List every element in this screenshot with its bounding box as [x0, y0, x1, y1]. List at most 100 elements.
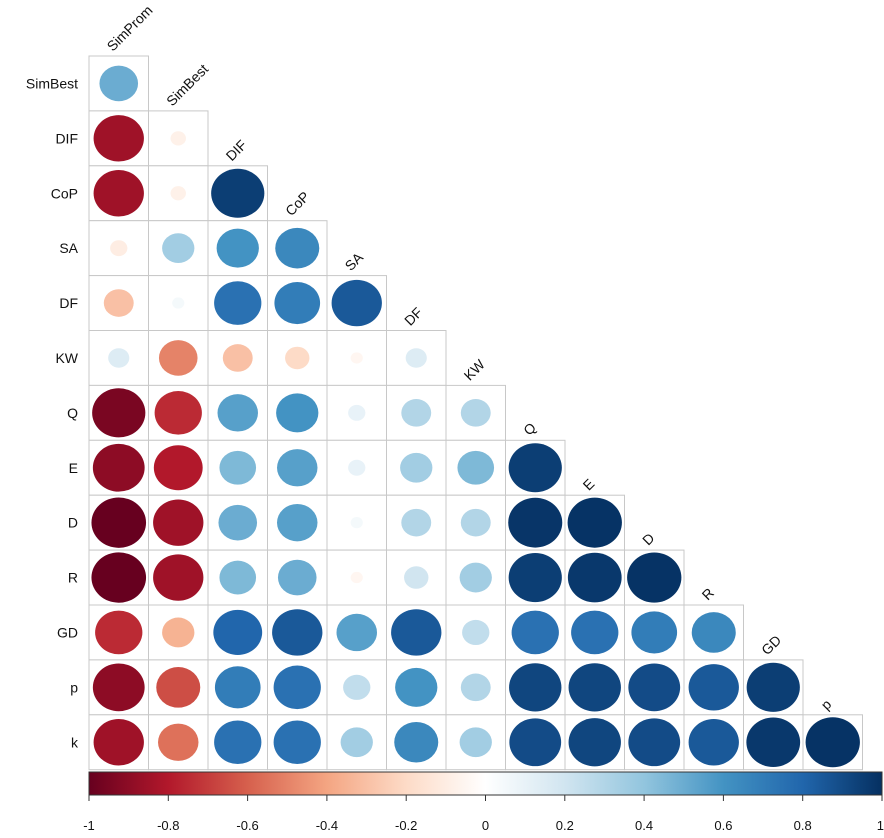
- colorbar-tick-label: 1: [877, 818, 884, 833]
- circle-k-simbest: [158, 723, 199, 761]
- circle-k-cop: [273, 720, 321, 765]
- column-label-p: p: [818, 696, 835, 713]
- circle-dif-simbest: [170, 131, 186, 146]
- cell-sa-simbest: [148, 220, 209, 277]
- row-label-simbest: SimBest: [26, 75, 78, 91]
- circle-gd-df: [391, 609, 442, 656]
- circle-e-q: [508, 443, 562, 493]
- column-label-d: D: [639, 530, 657, 548]
- circle-k-e: [568, 718, 621, 767]
- circle-e-simbest: [153, 445, 203, 491]
- column-label-gd: GD: [758, 632, 784, 658]
- circle-simbest-simprom: [99, 65, 139, 102]
- circle-gd-dif: [213, 609, 263, 655]
- circle-gd-q: [511, 610, 559, 655]
- circle-q-sa: [348, 404, 366, 421]
- circle-k-kw: [459, 727, 492, 758]
- circle-d-q: [508, 497, 563, 548]
- colorbar-tick-label: 0: [482, 818, 489, 833]
- circle-kw-cop: [285, 346, 310, 370]
- circle-k-q: [509, 718, 562, 767]
- colorbar-gradient: [88, 771, 883, 796]
- circle-p-d: [628, 663, 681, 712]
- circle-k-r: [688, 719, 739, 766]
- circle-df-sa: [331, 279, 382, 327]
- circle-p-cop: [273, 665, 321, 710]
- circle-r-simbest: [153, 554, 204, 601]
- colorbar-tick-label: -0.8: [157, 818, 179, 833]
- circle-e-cop: [277, 449, 318, 487]
- cell-d-dif: [207, 494, 268, 551]
- circle-q-kw: [460, 399, 491, 427]
- circle-k-dif: [214, 720, 262, 765]
- row-label-e: E: [69, 460, 78, 476]
- circle-kw-simbest: [158, 340, 198, 376]
- circle-dif-simprom: [93, 115, 144, 162]
- circle-cop-dif: [211, 168, 265, 218]
- circle-df-cop: [274, 281, 321, 325]
- column-label-sa: SA: [342, 249, 367, 274]
- circle-d-kw: [460, 508, 491, 537]
- circle-k-gd: [746, 717, 801, 768]
- circle-kw-sa: [350, 352, 363, 364]
- circle-d-sa: [350, 517, 363, 529]
- circle-r-d: [627, 552, 682, 603]
- circle-p-sa: [343, 674, 371, 700]
- circle-d-df: [401, 508, 432, 537]
- circle-p-kw: [460, 673, 491, 702]
- circle-q-cop: [276, 393, 319, 433]
- row-label-dif: DIF: [55, 130, 78, 146]
- column-label-simprom: SimProm: [104, 2, 156, 54]
- circle-e-df: [400, 452, 433, 483]
- circle-r-cop: [277, 559, 317, 596]
- circle-r-sa: [350, 571, 363, 584]
- column-label-simbest: SimBest: [163, 61, 211, 109]
- circle-df-dif: [214, 281, 262, 325]
- circle-gd-e: [571, 610, 619, 655]
- colorbar-tick-label: 0.6: [714, 818, 732, 833]
- circle-q-dif: [217, 394, 258, 432]
- column-label-kw: KW: [461, 356, 489, 384]
- column-label-df: DF: [401, 304, 426, 329]
- colorbar-tick-label: -0.2: [395, 818, 417, 833]
- circle-kw-dif: [222, 344, 253, 372]
- circle-r-e: [567, 552, 622, 603]
- circle-r-simprom: [91, 552, 147, 603]
- circle-k-p: [805, 717, 860, 768]
- circle-k-simprom: [93, 719, 144, 766]
- colorbar-ticks: -1 -0.8 -0.6 -0.4 -0.2 0 0.2 0.4 0.6 0.8 1: [83, 795, 884, 833]
- circle-cop-simbest: [170, 186, 186, 201]
- colorbar: -1 -0.8 -0.6 -0.4 -0.2 0 0.2 0.4 0.6 0.8 1: [83, 771, 884, 833]
- circle-e-sa: [348, 459, 366, 476]
- circle-p-e: [568, 663, 621, 712]
- circle-d-simbest: [153, 499, 204, 546]
- circle-sa-simbest: [162, 233, 195, 264]
- circle-d-simprom: [91, 497, 147, 548]
- circle-e-dif: [219, 450, 257, 485]
- circle-kw-df: [405, 348, 427, 368]
- circle-kw-simprom: [108, 348, 130, 368]
- circle-df-simprom: [103, 289, 134, 317]
- circle-d-dif: [218, 504, 258, 541]
- circle-gd-cop: [272, 609, 323, 656]
- correlation-circles: [91, 65, 860, 768]
- circle-gd-sa: [336, 613, 377, 652]
- row-label-df: DF: [59, 295, 78, 311]
- circle-gd-simprom: [95, 610, 143, 655]
- column-label-e: E: [580, 475, 598, 493]
- row-label-r: R: [68, 570, 78, 586]
- column-label-r: R: [699, 585, 717, 603]
- colorbar-tick-label: 0.8: [794, 818, 812, 833]
- circle-k-sa: [340, 727, 373, 758]
- circle-sa-simprom: [110, 240, 128, 257]
- circle-e-simprom: [92, 443, 145, 492]
- circle-cop-simprom: [93, 170, 144, 217]
- colorbar-tick-label: -0.6: [236, 818, 258, 833]
- circle-gd-d: [631, 611, 678, 654]
- circle-df-simbest: [172, 297, 185, 309]
- colorbar-tick-label: -1: [83, 818, 95, 833]
- circle-p-simbest: [156, 667, 201, 708]
- row-label-sa: SA: [59, 240, 78, 256]
- circle-sa-cop: [275, 227, 320, 269]
